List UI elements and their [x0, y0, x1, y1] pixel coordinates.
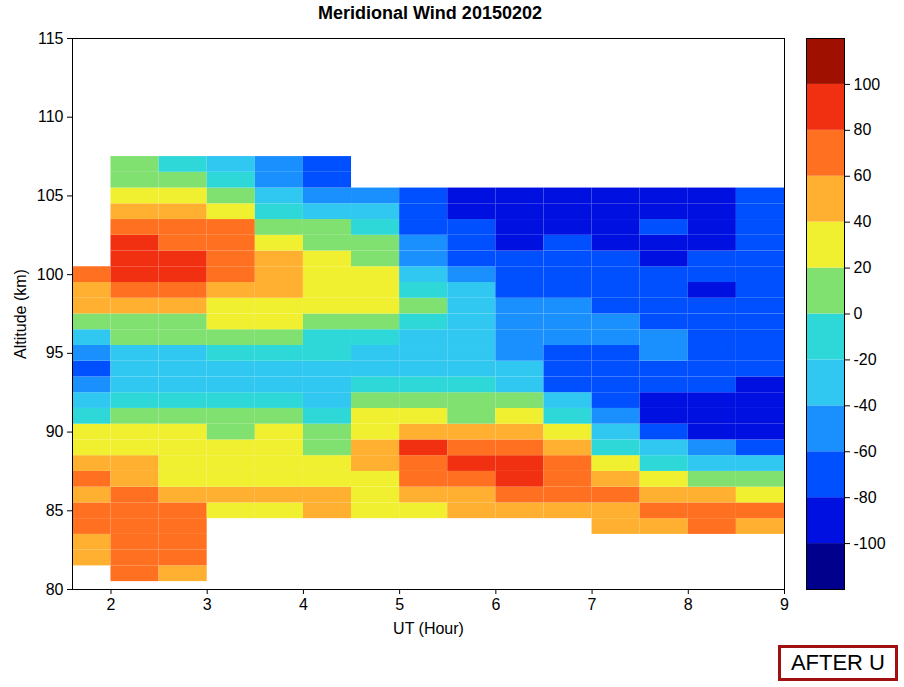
svg-text:2: 2 — [107, 596, 116, 613]
svg-text:-60: -60 — [854, 443, 877, 460]
svg-text:85: 85 — [46, 502, 64, 519]
svg-text:8: 8 — [684, 596, 693, 613]
svg-text:3: 3 — [203, 596, 212, 613]
svg-text:95: 95 — [46, 344, 64, 361]
svg-text:Altitude (km): Altitude (km) — [12, 269, 29, 359]
svg-text:-100: -100 — [854, 535, 886, 552]
svg-text:100: 100 — [854, 76, 881, 93]
svg-text:-20: -20 — [854, 351, 877, 368]
svg-text:5: 5 — [395, 596, 404, 613]
svg-text:-80: -80 — [854, 489, 877, 506]
html-text:AFTER U: AFTER U — [790, 650, 885, 675]
svg-text:100: 100 — [37, 266, 64, 283]
svg-text:60: 60 — [854, 167, 872, 184]
svg-text:115: 115 — [38, 30, 64, 47]
svg-text:0: 0 — [854, 305, 863, 322]
svg-text:80: 80 — [46, 581, 64, 598]
svg-text:4: 4 — [299, 596, 308, 613]
svg-text:20: 20 — [854, 259, 872, 276]
svg-text:7: 7 — [588, 596, 597, 613]
svg-text:6: 6 — [491, 596, 500, 613]
svg-text:110: 110 — [38, 108, 64, 125]
svg-text:90: 90 — [46, 423, 64, 440]
html-text:Meridional Wind 20150202: Meridional Wind 20150202 — [318, 3, 542, 23]
svg-text:80: 80 — [854, 121, 872, 138]
svg-text:40: 40 — [854, 213, 872, 230]
svg-text:UT (Hour): UT (Hour) — [393, 620, 464, 637]
svg-text:9: 9 — [780, 596, 789, 613]
svg-text:-40: -40 — [854, 397, 877, 414]
svg-text:105: 105 — [37, 187, 64, 204]
